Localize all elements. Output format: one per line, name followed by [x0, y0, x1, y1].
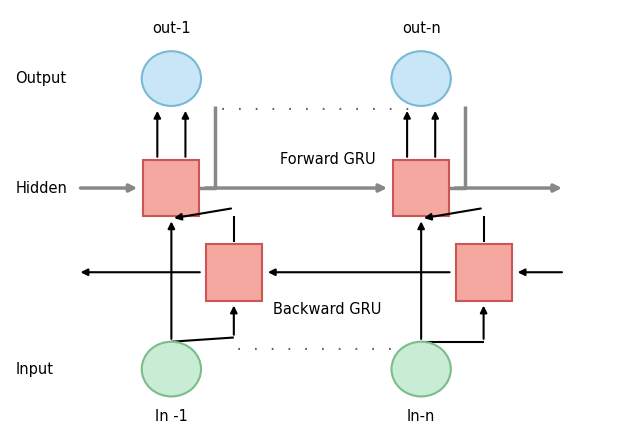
- Text: . . . . . . . . . . . .: . . . . . . . . . . . .: [219, 99, 411, 113]
- Ellipse shape: [391, 51, 451, 106]
- Text: out-n: out-n: [402, 22, 440, 37]
- Text: . . . . . . . . . .: . . . . . . . . . .: [236, 339, 394, 353]
- Text: Backward GRU: Backward GRU: [273, 302, 382, 317]
- FancyBboxPatch shape: [143, 160, 200, 216]
- Text: In -1: In -1: [155, 409, 188, 424]
- Text: Hidden: Hidden: [15, 181, 67, 196]
- FancyBboxPatch shape: [455, 244, 512, 301]
- Text: Output: Output: [15, 71, 66, 86]
- Ellipse shape: [391, 342, 451, 396]
- Text: out-1: out-1: [152, 22, 191, 37]
- FancyBboxPatch shape: [206, 244, 262, 301]
- Text: In-n: In-n: [407, 409, 435, 424]
- Text: Input: Input: [15, 362, 54, 377]
- Ellipse shape: [142, 342, 201, 396]
- Text: Forward GRU: Forward GRU: [280, 152, 375, 167]
- Ellipse shape: [142, 51, 201, 106]
- FancyBboxPatch shape: [393, 160, 449, 216]
